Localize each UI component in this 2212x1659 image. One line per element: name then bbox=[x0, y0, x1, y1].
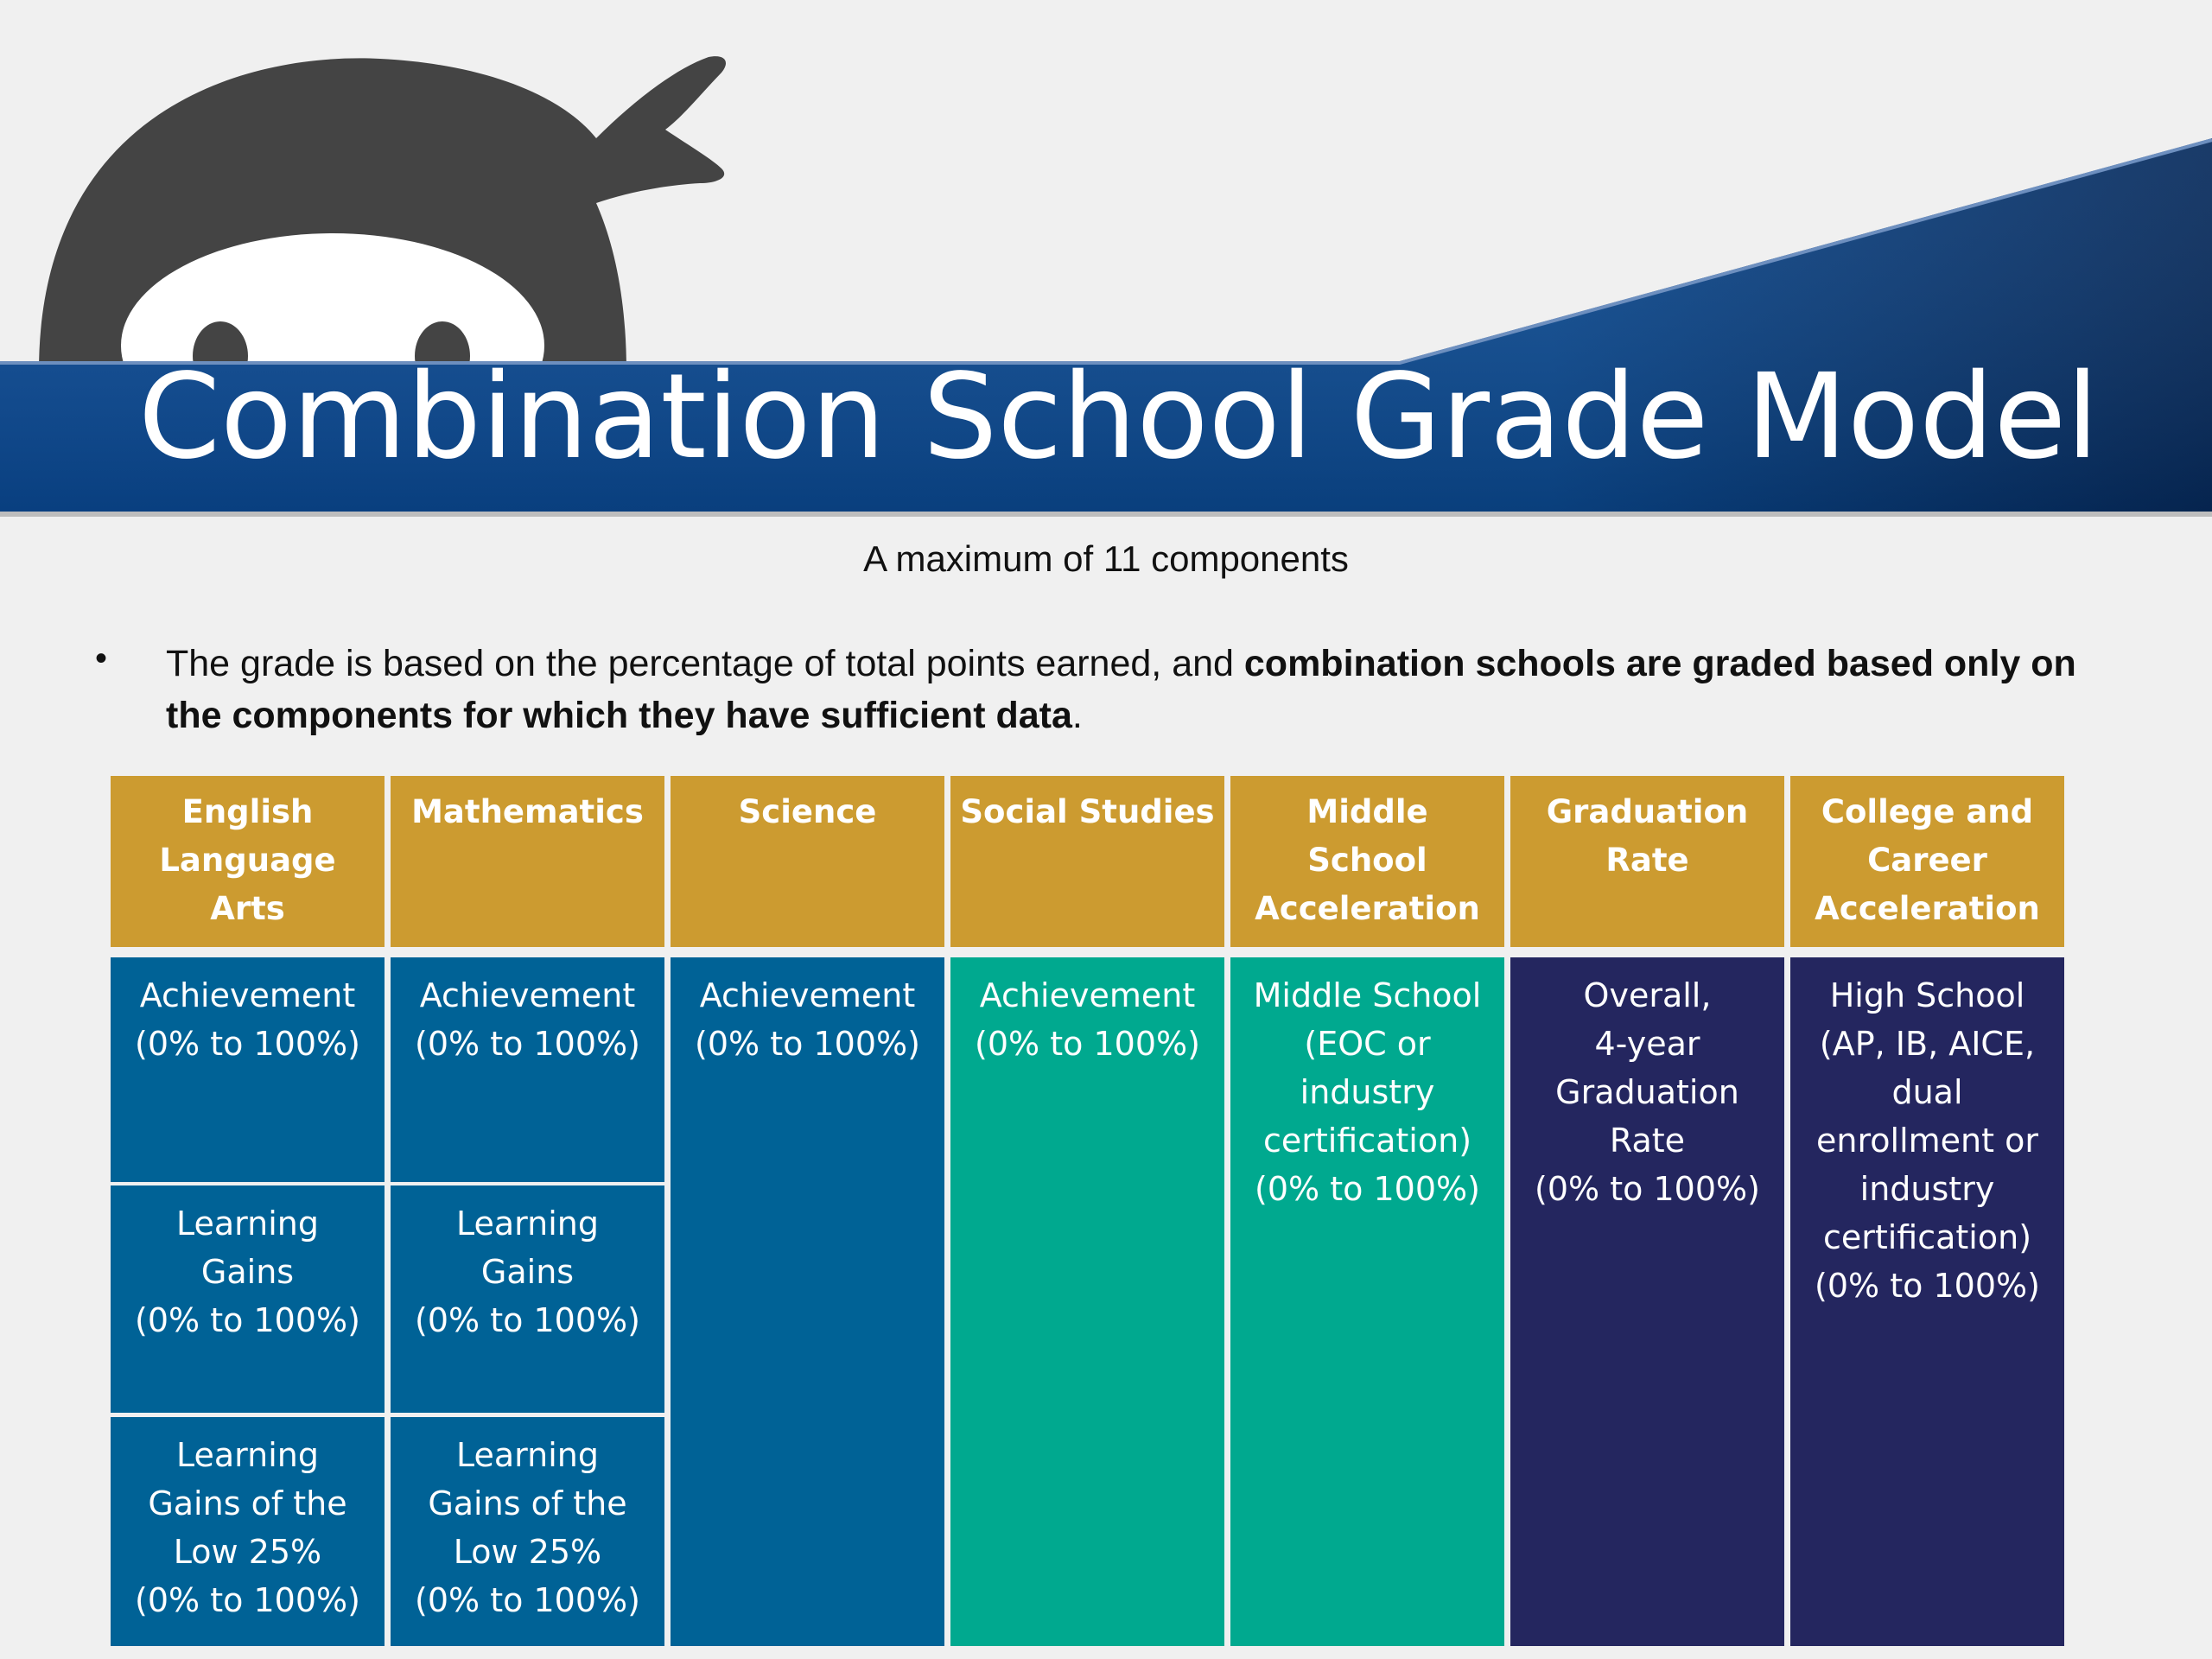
header-ela: English Language Arts bbox=[111, 776, 385, 947]
science-achievement-cell: Achievement (0% to 100%) bbox=[671, 957, 944, 1646]
blue-band bbox=[0, 138, 2212, 517]
social-studies-achievement-cell: Achievement (0% to 100%) bbox=[950, 957, 1224, 1646]
bullet-text-normal: The grade is based on the percentage of … bbox=[166, 643, 1244, 684]
bullet-text-end: . bbox=[1071, 695, 1083, 736]
page-title: Combination School Grade Model bbox=[138, 349, 2099, 486]
math-learning-gains-low25-cell: Learning Gains of the Low 25% (0% to 100… bbox=[391, 1417, 664, 1646]
ela-achievement-cell: Achievement (0% to 100%) bbox=[111, 957, 385, 1182]
middle-school-acceleration-cell: Middle School (EOC or industry certifica… bbox=[1230, 957, 1504, 1646]
header-banner bbox=[0, 56, 2212, 517]
math-learning-gains-cell: Learning Gains (0% to 100%) bbox=[391, 1185, 664, 1413]
graduation-rate-cell: Overall, 4-year Graduation Rate (0% to 1… bbox=[1510, 957, 1784, 1646]
ela-learning-gains-low25-cell: Learning Gains of the Low 25% (0% to 100… bbox=[111, 1417, 385, 1646]
bullet-text-bold: combination schools are graded based onl… bbox=[166, 643, 2076, 736]
header-middle-school-acceleration: Middle School Acceleration bbox=[1230, 776, 1504, 947]
header-science: Science bbox=[671, 776, 944, 947]
bullet-text: The grade is based on the percentage of … bbox=[166, 638, 2082, 741]
header-mathematics: Mathematics bbox=[391, 776, 664, 947]
ela-learning-gains-cell: Learning Gains (0% to 100%) bbox=[111, 1185, 385, 1413]
page-subtitle: A maximum of 11 components bbox=[863, 538, 1349, 579]
math-achievement-cell: Achievement (0% to 100%) bbox=[391, 957, 664, 1182]
header-graduation-rate: Graduation Rate bbox=[1510, 776, 1784, 947]
header-college-career-acceleration: College and Career Acceleration bbox=[1790, 776, 2064, 947]
header-social-studies: Social Studies bbox=[950, 776, 1224, 947]
bullet-point: • The grade is based on the percentage o… bbox=[95, 638, 2082, 741]
bullet-marker: • bbox=[95, 639, 108, 677]
college-career-acceleration-cell: High School (AP, IB, AICE, dual enrollme… bbox=[1790, 957, 2064, 1646]
